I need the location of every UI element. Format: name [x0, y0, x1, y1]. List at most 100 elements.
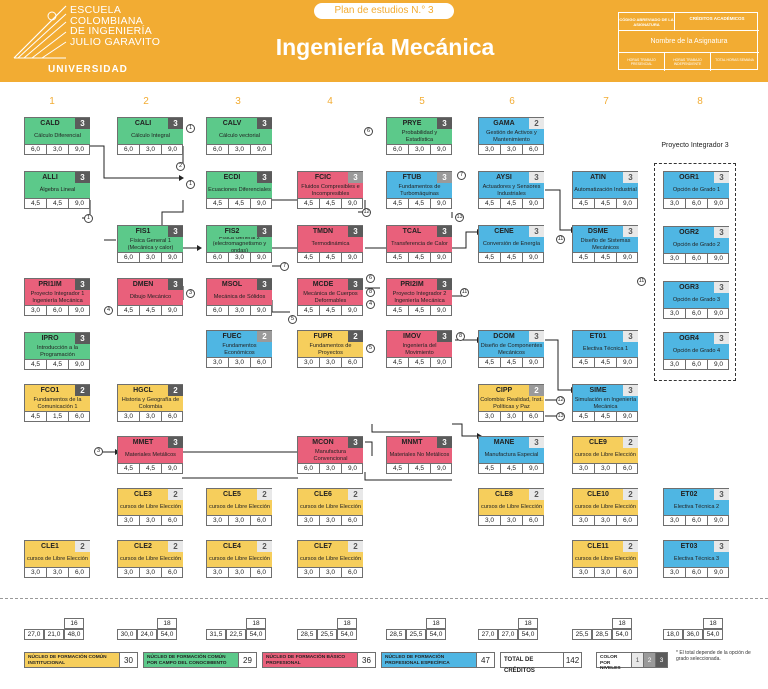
- course-card-et02[interactable]: ET02 3 Electiva Técnica 2 3,0 6,0 9,0: [663, 488, 729, 526]
- course-name: Gestión de Activos y Mantenimiento: [479, 129, 544, 144]
- course-card-cali[interactable]: CALI 3 Cálculo Integral 6,0 3,0 9,0: [117, 117, 183, 155]
- hours-independiente: 3,0: [229, 567, 251, 578]
- course-credits: 3: [168, 279, 183, 290]
- course-card-fcic[interactable]: FCIC 3 Fluidos Compresibles e Incompresibl…: [297, 171, 363, 209]
- course-card-fuec[interactable]: FUEC 2 Fundamentos Económicos 3,0 3,0 6,0: [206, 330, 272, 368]
- course-card-mane[interactable]: MANE 3 Manufactura Especial 4,5 4,5 9,0: [478, 436, 544, 474]
- total-hours: 54,0: [246, 629, 266, 640]
- hours-total: 6,0: [523, 515, 544, 526]
- course-card-ftub[interactable]: FTUB 3 Fundamentos de Turbomáquinas 4,5 4,5 9…: [386, 171, 452, 209]
- course-card-fupr[interactable]: FUPR 2 Fundamentos de Proyectos 3,0 3,0 6,0: [297, 330, 363, 368]
- course-card-cene[interactable]: CENE 3 Conversión de Energía 4,5 4,5 9,0: [478, 225, 544, 263]
- course-card-imov[interactable]: IMOV 3 Ingeniería del Movimiento 4,5 4,5 9,0: [386, 330, 452, 368]
- course-card-mnmt[interactable]: MNMT 3 Materiales No Metálicos 4,5 4,5 9,0: [386, 436, 452, 474]
- course-name: Opción de Grado 4: [664, 344, 729, 359]
- proyecto-integrador-label: Proyecto Integrador 3: [661, 142, 729, 149]
- hours-presencial: 4,5: [573, 411, 595, 422]
- course-card-dmen[interactable]: DMEN 3 Dibujo Mecánico 4,5 4,5 9,0: [117, 278, 183, 316]
- hours-independiente: 3,0: [320, 463, 342, 474]
- course-card-msol[interactable]: MSOL 3 Mecánica de Sólidos 6,0 3,0 9,0: [206, 278, 272, 316]
- total-presencial: 30,0: [117, 629, 137, 640]
- course-card-cle9[interactable]: CLE9 2 cursos de Libre Elección 3,0 3,0 6,0: [572, 436, 638, 474]
- total-hours: 54,0: [426, 629, 446, 640]
- course-card-et03[interactable]: ET03 3 Electiva Técnica 3 3,0 6,0 9,0: [663, 540, 729, 578]
- course-card-ogr4[interactable]: OGR4 3 Opción de Grado 4 3,0 6,0 9,0: [663, 332, 729, 370]
- hours-total: 6,0: [617, 515, 638, 526]
- connector-label: 12: [362, 208, 371, 217]
- course-card-pri1im[interactable]: PRI1IM 3 Proyecto Integrador 1 Ingeniería …: [24, 278, 90, 316]
- hours-presencial: 3,0: [664, 515, 686, 526]
- course-card-fis1[interactable]: FIS1 3 Física General 1 (Mecánica y calor)…: [117, 225, 183, 263]
- course-card-cipp[interactable]: CIPP 2 Colombia: Realidad, Inst. Políticas…: [478, 384, 544, 422]
- course-name: Electiva Técnica 2: [664, 500, 729, 515]
- semester-credits: 16: [64, 618, 84, 629]
- course-card-ogr2[interactable]: OGR2 3 Opción de Grado 2 3,0 6,0 9,0: [663, 226, 729, 264]
- total-presencial: 18,0: [663, 629, 683, 640]
- course-card-gama[interactable]: GAMA 2 Gestión de Activos y Mantenimiento 3…: [478, 117, 544, 155]
- total-presencial: 28,5: [297, 629, 317, 640]
- course-credits: 3: [437, 279, 452, 290]
- course-card-ecdi[interactable]: ECDI 3 Ecuaciones Diferenciales 4,5 4,5 9,0: [206, 171, 272, 209]
- hours-independiente: 6,0: [686, 359, 708, 370]
- hours-total: 6,0: [342, 567, 363, 578]
- connector-label: 8: [366, 288, 375, 297]
- course-name: Materiales No Metálicos: [387, 448, 452, 463]
- course-code: DSME: [573, 226, 623, 237]
- hours-total: 9,0: [342, 305, 363, 316]
- course-card-cle8[interactable]: CLE8 2 cursos de Libre Elección 3,0 3,0 6,0: [478, 488, 544, 526]
- course-card-mcon[interactable]: MCON 3 Manufactura Convencional 6,0 3,0 9,0: [297, 436, 363, 474]
- total-independiente: 28,5: [592, 629, 612, 640]
- course-card-hgcl[interactable]: HGCL 2 Historia y Geografía de Colombia 3,0…: [117, 384, 183, 422]
- course-card-sime[interactable]: SIME 3 Simulación en Ingeniería Mecánica 4,…: [572, 384, 638, 422]
- course-card-fco1[interactable]: FCO1 2 Fundamentos de la Comunicación 1 4,5…: [24, 384, 90, 422]
- course-card-cle2[interactable]: CLE2 2 cursos de Libre Elección 3,0 3,0 6,0: [117, 540, 183, 578]
- course-key: CÓDIGO ABREVIADO DE LA ASIGNATURA CRÉDIT…: [618, 12, 759, 71]
- course-card-cle11[interactable]: CLE11 2 cursos de Libre Elección 3,0 3,0 6,0: [572, 540, 638, 578]
- connector-label: 5: [288, 315, 297, 324]
- course-card-dsme[interactable]: DSME 3 Diseño de Sistemas Mecánicos 4,5 4,5 9…: [572, 225, 638, 263]
- semester-number: 2: [143, 96, 149, 107]
- course-card-aysi[interactable]: AYSI 3 Actuadores y Sensores Industriales 4…: [478, 171, 544, 209]
- course-card-atin[interactable]: ATIN 3 Automatización Industrial 4,5 4,5 9,0: [572, 171, 638, 209]
- total-independiente: 27,0: [498, 629, 518, 640]
- hours-total: 9,0: [708, 198, 729, 209]
- course-card-cle6[interactable]: CLE6 2 cursos de Libre Elección 3,0 3,0 6,0: [297, 488, 363, 526]
- course-card-calv[interactable]: CALV 3 Cálculo vectorial 6,0 3,0 9,0: [206, 117, 272, 155]
- course-card-ogr1[interactable]: OGR1 3 Opción de Grado 1 3,0 6,0 9,0: [663, 171, 729, 209]
- course-card-ipro[interactable]: IPRO 3 Introducción a la Programación 4,5 4,…: [24, 332, 90, 370]
- course-card-cald[interactable]: CALD 3 Cálculo Diferencial 6,0 3,0 9,0: [24, 117, 90, 155]
- course-card-cle1[interactable]: CLE1 2 cursos de Libre Elección 3,0 3,0 6,0: [24, 540, 90, 578]
- hours-presencial: 4,5: [573, 357, 595, 368]
- course-credits: 3: [75, 333, 90, 344]
- key-name-label: Nombre de la Asignatura: [619, 31, 759, 53]
- course-card-prye[interactable]: PRYE 3 Probabilidad y Estadística 6,0 3,0 9,0: [386, 117, 452, 155]
- course-card-cle4[interactable]: CLE4 2 cursos de Libre Elección 3,0 3,0 6,0: [206, 540, 272, 578]
- course-card-pri2im[interactable]: PRI2IM 3 Proyecto Integrador 2 Ingeniería …: [386, 278, 452, 316]
- hours-total: 9,0: [523, 252, 544, 263]
- course-name: Fluidos Compresibles e Incompresibles: [298, 183, 363, 198]
- course-code: CLE2: [118, 541, 168, 552]
- course-card-fis2[interactable]: FIS2 3 Física General 2 (electromagnetismo…: [206, 225, 272, 263]
- course-card-ogr3[interactable]: OGR3 3 Opción de Grado 3 3,0 6,0 9,0: [663, 281, 729, 319]
- course-card-cle10[interactable]: CLE10 2 cursos de Libre Elección 3,0 3,0 6,0: [572, 488, 638, 526]
- course-card-et01[interactable]: ET01 3 Electiva Técnica 1 4,5 4,5 9,0: [572, 330, 638, 368]
- course-code: IPRO: [25, 333, 75, 344]
- course-card-dcom[interactable]: DCOM 3 Diseño de Componentes Mecánicos 4,5 4…: [478, 330, 544, 368]
- course-card-mmet[interactable]: MMET 3 Materiales Metálicos 4,5 4,5 9,0: [117, 436, 183, 474]
- course-card-cle7[interactable]: CLE7 2 cursos de Libre Elección 3,0 3,0 6,0: [297, 540, 363, 578]
- hours-presencial: 4,5: [387, 198, 409, 209]
- legend-label: NÚCLEO DE FORMACIÓN COMÚN INSTITUCIONAL: [24, 652, 120, 668]
- course-card-cle3[interactable]: CLE3 2 cursos de Libre Elección 3,0 3,0 6,0: [117, 488, 183, 526]
- hours-presencial: 6,0: [207, 305, 229, 316]
- course-card-cle5[interactable]: CLE5 2 cursos de Libre Elección 3,0 3,0 6,0: [206, 488, 272, 526]
- course-card-tcal[interactable]: TCAL 3 Transferencia de Calor 4,5 4,5 9,0: [386, 225, 452, 263]
- course-credits: 3: [623, 172, 638, 183]
- hours-total: 9,0: [708, 308, 729, 319]
- hours-independiente: 1,5: [47, 411, 69, 422]
- course-card-alli[interactable]: ALLI 3 Álgebra Lineal 4,5 4,5 9,0: [24, 171, 90, 209]
- hours-presencial: 4,5: [387, 305, 409, 316]
- semester-number: 5: [419, 96, 425, 107]
- course-card-mcde[interactable]: MCDE 3 Mecánica de Cuerpos Deformables 4,5 4…: [297, 278, 363, 316]
- course-card-tmdn[interactable]: TMDN 3 Termodinámica 4,5 4,5 9,0: [297, 225, 363, 263]
- hours-presencial: 3,0: [118, 411, 140, 422]
